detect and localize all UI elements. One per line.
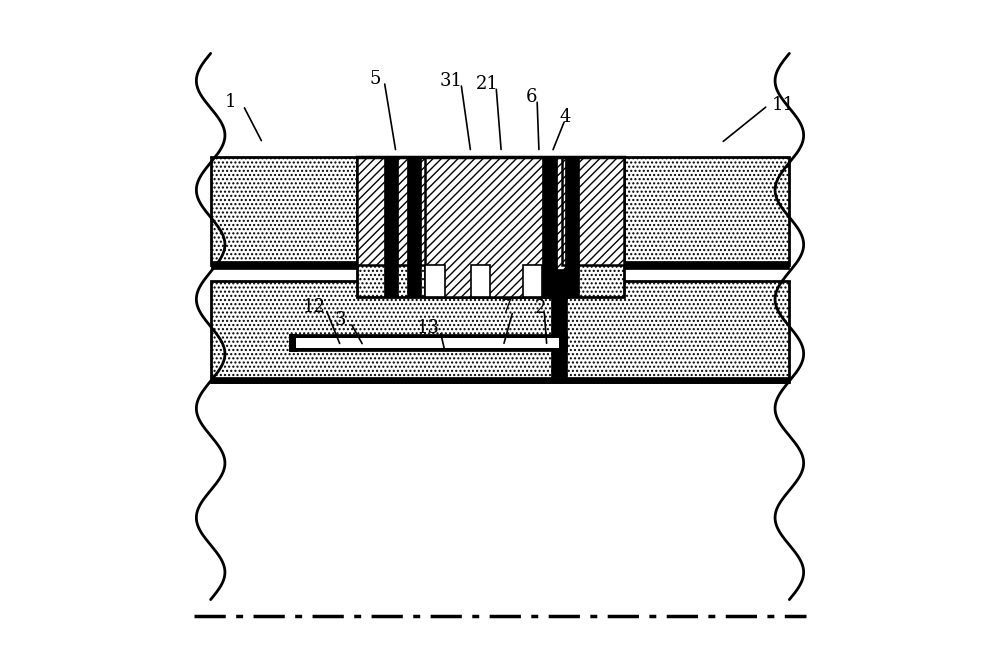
Bar: [425, 157, 568, 297]
Bar: [357, 157, 432, 264]
Bar: [565, 157, 579, 297]
Bar: [296, 338, 559, 348]
Text: 21: 21: [476, 75, 498, 93]
Bar: [211, 377, 789, 383]
Text: 12: 12: [303, 298, 326, 316]
Bar: [425, 264, 445, 297]
Text: 5: 5: [369, 71, 381, 88]
Bar: [551, 269, 567, 377]
Bar: [357, 157, 624, 297]
Text: 6: 6: [525, 88, 537, 106]
Bar: [289, 334, 567, 351]
Text: 11: 11: [771, 97, 794, 114]
Bar: [523, 264, 542, 297]
Bar: [211, 157, 789, 264]
Bar: [542, 157, 557, 297]
Bar: [471, 264, 490, 297]
Bar: [289, 334, 297, 351]
Bar: [211, 261, 789, 269]
Bar: [296, 338, 559, 348]
Text: 7: 7: [501, 299, 512, 317]
Text: 13: 13: [417, 319, 440, 338]
Bar: [407, 157, 421, 297]
Bar: [211, 281, 789, 382]
Bar: [384, 157, 398, 297]
Text: 2: 2: [535, 299, 546, 317]
Bar: [562, 157, 624, 264]
Text: 31: 31: [440, 72, 463, 89]
Text: 1: 1: [224, 93, 236, 111]
Text: 4: 4: [559, 108, 571, 126]
Text: 3: 3: [335, 311, 346, 329]
